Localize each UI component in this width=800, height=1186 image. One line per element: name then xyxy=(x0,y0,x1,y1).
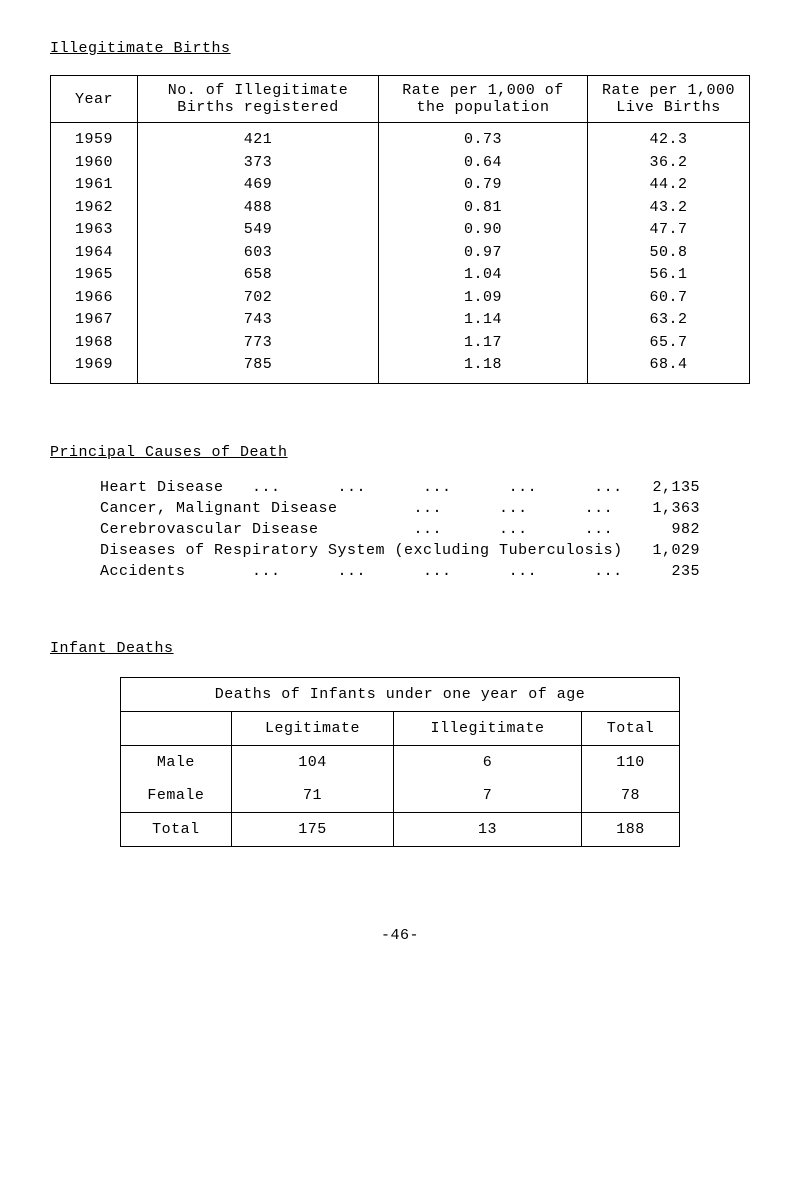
births-cell: 0.730.640.790.810.900.971.041.091.141.17… xyxy=(379,123,588,384)
infant-deaths-title: Infant Deaths xyxy=(50,640,750,657)
infant-cell: 104 xyxy=(231,745,393,779)
cause-label: Heart Disease ... ... ... ... ... xyxy=(100,479,623,496)
infant-table-title: Deaths of Infants under one year of age xyxy=(121,677,680,711)
cause-label: Cancer, Malignant Disease ... ... ... xyxy=(100,500,613,517)
infant-row-label: Total xyxy=(121,812,232,846)
cause-label: Diseases of Respiratory System (excludin… xyxy=(100,542,623,559)
causes-list: Heart Disease ... ... ... ... ... 2,135 Ca… xyxy=(100,479,750,580)
infant-blank-header xyxy=(121,711,232,745)
infant-header-illegit: Illegitimate xyxy=(394,711,582,745)
header-year: Year xyxy=(51,76,138,123)
infant-cell: 71 xyxy=(231,779,393,813)
cause-value: 235 xyxy=(630,563,700,580)
header-rate-pop: Rate per 1,000 of the population xyxy=(379,76,588,123)
illegitimate-births-title: Illegitimate Births xyxy=(50,40,750,57)
cause-row: Cerebrovascular Disease ... ... ... 982 xyxy=(100,521,700,538)
cause-row: Accidents ... ... ... ... ... 235 xyxy=(100,563,700,580)
cause-value: 2,135 xyxy=(630,479,700,496)
infant-cell: 175 xyxy=(231,812,393,846)
header-rate-live: Rate per 1,000 Live Births xyxy=(587,76,749,123)
births-cell: 421373469488549603658702743773785 xyxy=(138,123,379,384)
infant-cell: 7 xyxy=(394,779,582,813)
infant-header-total: Total xyxy=(581,711,679,745)
page-number: -46- xyxy=(50,927,750,944)
births-cell: 42.336.244.243.247.750.856.160.763.265.7… xyxy=(587,123,749,384)
cause-value: 1,029 xyxy=(630,542,700,559)
infant-row-label: Male xyxy=(121,745,232,779)
cause-value: 1,363 xyxy=(630,500,700,517)
births-table: Year No. of Illegitimate Births register… xyxy=(50,75,750,384)
cause-row: Heart Disease ... ... ... ... ... 2,135 xyxy=(100,479,700,496)
infant-header-legit: Legitimate xyxy=(231,711,393,745)
cause-value: 982 xyxy=(630,521,700,538)
infant-row-label: Female xyxy=(121,779,232,813)
births-cell: 1959196019611962196319641965196619671968… xyxy=(51,123,138,384)
causes-title: Principal Causes of Death xyxy=(50,444,750,461)
infant-cell: 6 xyxy=(394,745,582,779)
cause-label: Accidents ... ... ... ... ... xyxy=(100,563,623,580)
cause-row: Cancer, Malignant Disease ... ... ... 1,3… xyxy=(100,500,700,517)
infant-cell: 13 xyxy=(394,812,582,846)
infant-cell: 110 xyxy=(581,745,679,779)
cause-label: Cerebrovascular Disease ... ... ... xyxy=(100,521,613,538)
infant-cell: 188 xyxy=(581,812,679,846)
infant-table: Deaths of Infants under one year of age … xyxy=(120,677,680,847)
cause-row: Diseases of Respiratory System (excludin… xyxy=(100,542,700,559)
header-num: No. of Illegitimate Births registered xyxy=(138,76,379,123)
infant-cell: 78 xyxy=(581,779,679,813)
